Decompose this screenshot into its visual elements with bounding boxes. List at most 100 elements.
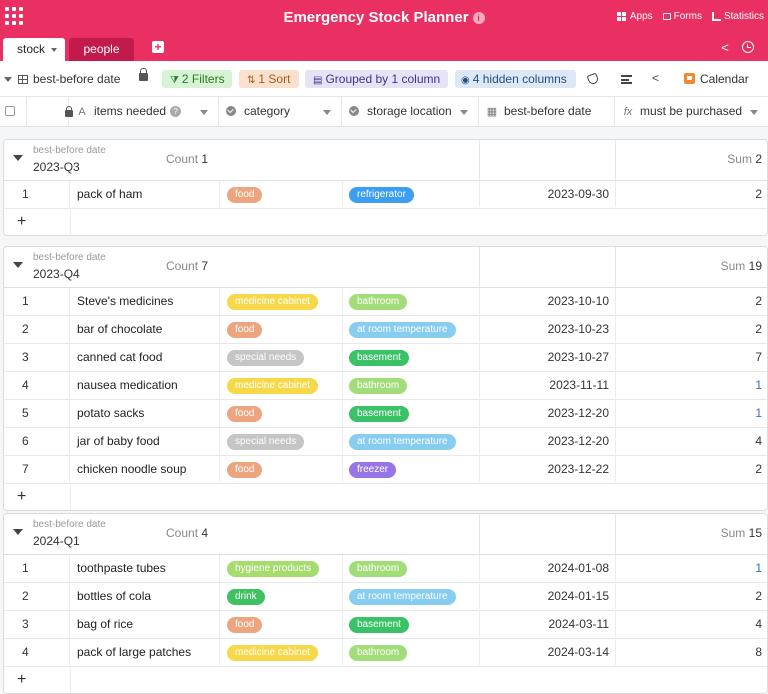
chevron-down-icon[interactable] xyxy=(323,110,331,115)
cell-purchase[interactable]: 2 xyxy=(755,462,762,476)
tab-stock[interactable]: stock xyxy=(3,38,65,61)
cell-purchase[interactable]: 2 xyxy=(755,294,762,308)
info-icon[interactable]: i xyxy=(472,12,485,24)
cell-category[interactable]: medicine cabinet xyxy=(220,372,343,398)
sort-button[interactable]: ⇅ 1 Sort xyxy=(239,70,299,88)
cell-item[interactable]: jar of baby food xyxy=(70,428,220,454)
table-row[interactable]: 4 pack of large patches medicine cabinet ba… xyxy=(4,639,767,667)
cell-purchase[interactable]: 1 xyxy=(755,561,762,575)
cell-date[interactable]: 2024-03-11 xyxy=(480,611,616,637)
view-selector[interactable]: best-before date xyxy=(4,70,120,88)
column-header-purchase[interactable]: fx must be purchased xyxy=(615,97,768,126)
cell-category[interactable]: food xyxy=(220,611,343,637)
cell-item[interactable]: chicken noodle soup xyxy=(70,456,220,482)
add-row-button[interactable]: + xyxy=(17,488,27,505)
group-header[interactable]: best-before date 2023-Q3 Count 1 Sum 2 xyxy=(4,140,767,181)
calendar-button[interactable]: Calendar xyxy=(684,72,749,86)
cell-item[interactable]: bag of rice xyxy=(70,611,220,637)
cell-date[interactable]: 2023-12-20 xyxy=(480,400,616,426)
cell-category[interactable]: food xyxy=(220,181,343,207)
cell-item[interactable]: bottles of cola xyxy=(70,583,220,609)
cell-category[interactable]: food xyxy=(220,456,343,482)
cell-category[interactable]: special needs xyxy=(220,344,343,370)
cell-purchase[interactable]: 2 xyxy=(755,187,762,201)
lock-icon[interactable] xyxy=(65,106,73,117)
column-header-category[interactable]: category xyxy=(219,97,342,126)
cell-location[interactable]: bathroom xyxy=(343,639,480,665)
row-height-icon[interactable] xyxy=(621,75,632,84)
table-row[interactable]: 2 bar of chocolate food at room temperature… xyxy=(4,316,767,344)
cell-item[interactable]: bar of chocolate xyxy=(70,316,220,342)
cell-category[interactable]: special needs xyxy=(220,428,343,454)
cell-date[interactable]: 2023-12-22 xyxy=(480,456,616,482)
tab-people[interactable]: people xyxy=(69,38,134,61)
table-row[interactable]: 5 potato sacks food basement 2023-12-20 1 xyxy=(4,400,767,428)
cell-location[interactable]: basement xyxy=(343,611,480,637)
table-row[interactable]: 3 bag of rice food basement 2024-03-11 4 xyxy=(4,611,767,639)
add-table-button[interactable]: + xyxy=(152,41,164,53)
hidden-columns-button[interactable]: ◉ 4 hidden columns xyxy=(455,70,576,88)
cell-date[interactable]: 2024-01-08 xyxy=(480,555,616,581)
cell-category[interactable]: food xyxy=(220,400,343,426)
cell-item[interactable]: nausea medication xyxy=(70,372,220,398)
share-icon[interactable]: < xyxy=(721,40,729,55)
cell-location[interactable]: at room temperature xyxy=(343,428,480,454)
cell-item[interactable]: pack of large patches xyxy=(70,639,220,665)
cell-purchase[interactable]: 1 xyxy=(755,406,762,420)
cell-date[interactable]: 2023-11-11 xyxy=(480,372,616,398)
add-row-button[interactable]: + xyxy=(17,671,27,688)
table-row[interactable]: 4 nausea medication medicine cabinet bathro… xyxy=(4,372,767,400)
cell-item[interactable]: potato sacks xyxy=(70,400,220,426)
column-header-location[interactable]: storage location xyxy=(342,97,479,126)
cell-category[interactable]: drink xyxy=(220,583,343,609)
group-header[interactable]: best-before date 2024-Q1 Count 4 Sum 15 xyxy=(4,514,767,555)
statistics-button[interactable]: Statistics xyxy=(711,11,764,22)
chevron-down-icon[interactable] xyxy=(51,48,57,52)
cell-location[interactable]: bathroom xyxy=(343,372,480,398)
help-icon[interactable]: ? xyxy=(170,106,182,117)
cell-item[interactable]: Steve's medicines xyxy=(70,288,220,314)
cell-purchase[interactable]: 4 xyxy=(755,617,762,631)
group-header[interactable]: best-before date 2023-Q4 Count 7 Sum 19 xyxy=(4,247,767,288)
paint-bucket-icon[interactable] xyxy=(586,72,600,86)
share-view-icon[interactable]: < xyxy=(652,71,660,85)
history-icon[interactable] xyxy=(742,41,754,53)
collapse-triangle-icon[interactable] xyxy=(13,529,23,535)
cell-category[interactable]: food xyxy=(220,316,343,342)
cell-purchase[interactable]: 1 xyxy=(755,378,762,392)
cell-date[interactable]: 2023-10-27 xyxy=(480,344,616,370)
lock-icon[interactable] xyxy=(139,68,148,81)
forms-button[interactable]: Forms xyxy=(662,11,702,22)
app-grid-icon[interactable] xyxy=(5,7,23,25)
select-all-checkbox[interactable] xyxy=(5,106,15,116)
cell-location[interactable]: bathroom xyxy=(343,555,480,581)
cell-date[interactable]: 2023-10-23 xyxy=(480,316,616,342)
cell-category[interactable]: medicine cabinet xyxy=(220,288,343,314)
cell-date[interactable]: 2024-01-15 xyxy=(480,583,616,609)
cell-purchase[interactable]: 2 xyxy=(755,589,762,603)
cell-purchase[interactable]: 4 xyxy=(755,434,762,448)
table-row[interactable]: 1 pack of ham food refrigerator 2023-09-30 2 xyxy=(4,181,767,209)
cell-location[interactable]: basement xyxy=(343,344,480,370)
cell-purchase[interactable]: 7 xyxy=(755,350,762,364)
apps-button[interactable]: Apps xyxy=(616,11,653,22)
cell-location[interactable]: refrigerator xyxy=(343,181,480,207)
cell-date[interactable]: 2023-10-10 xyxy=(480,288,616,314)
chevron-down-icon[interactable] xyxy=(750,110,758,115)
cell-category[interactable]: medicine cabinet xyxy=(220,639,343,665)
table-row[interactable]: 1 Steve's medicines medicine cabinet bathro… xyxy=(4,288,767,316)
cell-purchase[interactable]: 2 xyxy=(755,322,762,336)
cell-category[interactable]: hygiene products xyxy=(220,555,343,581)
table-row[interactable]: 7 chicken noodle soup food freezer 2023-12-2… xyxy=(4,456,767,484)
cell-location[interactable]: basement xyxy=(343,400,480,426)
cell-date[interactable]: 2023-09-30 xyxy=(480,181,616,207)
table-row[interactable]: 3 canned cat food special needs basement 202… xyxy=(4,344,767,372)
cell-date[interactable]: 2023-12-20 xyxy=(480,428,616,454)
cell-location[interactable]: freezer xyxy=(343,456,480,482)
cell-date[interactable]: 2024-03-14 xyxy=(480,639,616,665)
filter-button[interactable]: ⧩ 2 Filters xyxy=(162,70,232,88)
chevron-down-icon[interactable] xyxy=(200,110,208,115)
cell-item[interactable]: toothpaste tubes xyxy=(70,555,220,581)
column-header-date[interactable]: ▦ best-before date xyxy=(479,97,615,126)
table-row[interactable]: 6 jar of baby food special needs at room te… xyxy=(4,428,767,456)
